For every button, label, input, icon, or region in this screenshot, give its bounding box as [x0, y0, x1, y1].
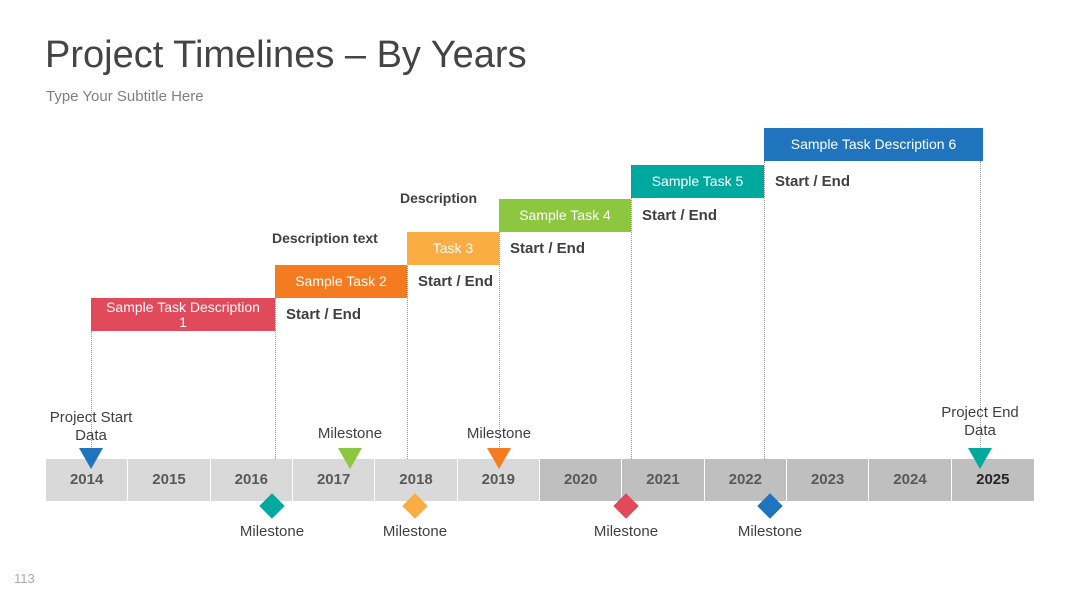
task-bar: Sample Task Description 6: [764, 128, 983, 161]
milestone-label: Milestone: [737, 523, 803, 540]
year-cell: 2015: [128, 459, 210, 501]
task-note: Description text: [272, 230, 378, 246]
task-bar: Task 3: [407, 232, 499, 265]
milestone-label: Milestone: [466, 425, 532, 442]
task-dates: Start / End: [286, 306, 362, 323]
task-dates: Start / End: [510, 240, 586, 257]
year-cell: 2016: [210, 459, 292, 501]
year-cell: 2023: [787, 459, 869, 501]
milestone-label: Milestone: [239, 523, 305, 540]
year-cell: 2017: [293, 459, 375, 501]
guide-line: [764, 161, 765, 459]
guide-line: [407, 264, 408, 459]
milestone-marker: [968, 448, 992, 469]
milestone-label: Project Start Data: [49, 409, 133, 444]
task-dates: Start / End: [775, 173, 851, 190]
page-number: 113: [14, 571, 35, 586]
task-dates: Start / End: [418, 273, 494, 290]
guide-line: [631, 198, 632, 459]
milestone-label: Project End Data: [941, 404, 1019, 439]
milestone-label: Milestone: [593, 523, 659, 540]
year-cell: 2019: [457, 459, 539, 501]
task-bar: Sample Task 2: [275, 265, 407, 298]
title: Project Timelines – By Years: [45, 34, 527, 76]
guide-line: [275, 298, 276, 459]
milestone-marker: [79, 448, 103, 469]
task-dates: Start / End: [642, 207, 718, 224]
guide-line: [91, 331, 92, 459]
task-note: Description: [400, 190, 478, 206]
year-cell: 2025: [951, 459, 1034, 501]
year-cell: 2021: [622, 459, 704, 501]
task-bar: Sample Task Description 1: [91, 298, 275, 331]
year-cell: 2024: [869, 459, 951, 501]
year-cell: 2022: [704, 459, 786, 501]
subtitle: Type Your Subtitle Here: [46, 88, 204, 105]
milestone-marker: [487, 448, 511, 469]
milestone-label: Milestone: [317, 425, 383, 442]
guide-line: [980, 161, 981, 459]
task-bar: Sample Task 5: [631, 165, 764, 198]
milestone-marker: [338, 448, 362, 469]
task-bar: Sample Task 4: [499, 199, 631, 232]
milestone-label: Milestone: [382, 523, 448, 540]
guide-line: [499, 231, 500, 459]
year-cell: 2020: [540, 459, 622, 501]
